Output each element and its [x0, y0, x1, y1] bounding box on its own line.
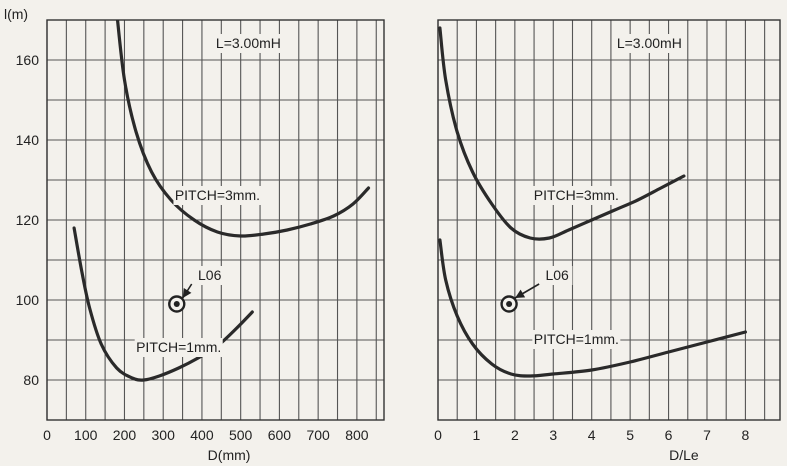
right-x-tick-label: 7 [703, 427, 711, 443]
right-x-tick-label: 6 [665, 427, 673, 443]
right-x-tick-label: 8 [742, 427, 750, 443]
left-x-tick-label: 0 [43, 427, 51, 443]
left-y-tick-label: 140 [16, 132, 40, 148]
right-annotation: PITCH=3mm. [534, 187, 619, 203]
left-plot-frame [46, 19, 385, 421]
left-annotation: PITCH=3mm. [175, 187, 260, 203]
left-x-tick-label: 600 [268, 427, 292, 443]
right-x-tick-label: 0 [434, 427, 442, 443]
left-annotation: PITCH=1mm. [136, 339, 221, 355]
right-x-tick-label: 1 [473, 427, 481, 443]
left-marker-l06-dot [173, 301, 180, 307]
right-annotation-bg [541, 266, 573, 285]
right-x-tick-label: 2 [511, 427, 519, 443]
left-annotation: L06 [198, 267, 222, 283]
left-annotation-bg [173, 186, 262, 205]
right-series-line-pitch-1mm [438, 238, 747, 378]
right-grid [437, 19, 780, 421]
left-annotation-bg [134, 338, 223, 357]
right-annotation-bg [613, 34, 686, 53]
left-annotation-bg [194, 266, 225, 285]
right-x-tick-label: 4 [588, 427, 596, 443]
left-y-tick-label: 120 [16, 212, 40, 228]
left-x-tick-label: 700 [306, 427, 330, 443]
left-annotation-bg [212, 34, 285, 53]
right-marker-l06-dot [506, 301, 513, 307]
right-annotation: L06 [545, 267, 569, 283]
right-annotation: PITCH=1mm. [534, 331, 619, 347]
left-series-line-pitch-3mm [115, 20, 371, 238]
right-x-tick-label: 5 [626, 427, 634, 443]
left-x-tick-label: 500 [229, 427, 253, 443]
left-x-tick-label: 800 [345, 427, 369, 443]
left-x-axis-label: D(mm) [208, 447, 251, 463]
right-series-line-pitch-3mm [438, 26, 686, 241]
left-annotation-arrowhead [182, 287, 192, 298]
right-annotation: L=3.00mH [617, 35, 682, 51]
left-annotation: L=3.00mH [216, 35, 281, 51]
right-x-tick-label: 3 [549, 427, 557, 443]
left-x-tick-label: 200 [113, 427, 137, 443]
right-x-axis-label: D/Le [669, 447, 699, 463]
left-y-tick-label: 160 [16, 52, 40, 68]
right-annotation-bg [532, 330, 621, 349]
left-x-tick-label: 400 [190, 427, 214, 443]
left-x-tick-label: 300 [152, 427, 176, 443]
left-y-tick-label: 80 [23, 372, 39, 388]
right-plot-frame [437, 19, 781, 421]
left-y-axis-label: l(m) [4, 6, 28, 22]
left-x-tick-label: 100 [74, 427, 98, 443]
right-annotation-arrowhead [515, 289, 526, 298]
left-y-tick-label: 100 [16, 292, 40, 308]
right-annotation-bg [532, 186, 621, 205]
